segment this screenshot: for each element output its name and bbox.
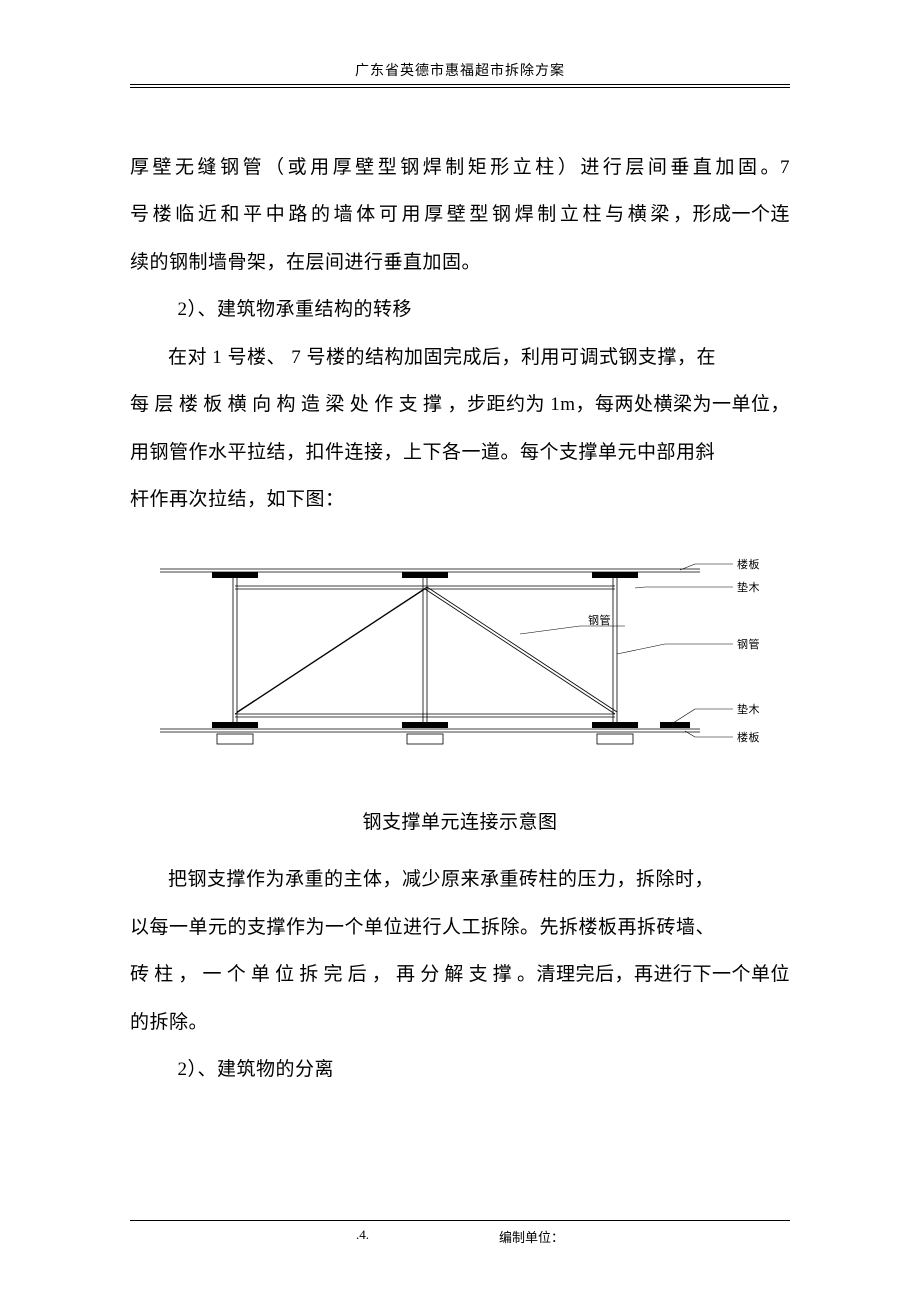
text: 步距约为 1m，每两处横梁为一单位， xyxy=(467,381,790,429)
page-header: 广东省英德市惠福超市拆除方案 xyxy=(130,60,790,94)
paragraph-1-line-c: 续的钢制墙骨架，在层间进行垂直加固。 xyxy=(130,239,790,287)
support-diagram: 楼板垫木钢管钢管垫木楼板 xyxy=(140,554,780,764)
text: 号楼临近和平中路的墙体可用厚壁型钢焊制立柱与横梁， xyxy=(130,204,692,225)
header-title: 广东省英德市惠福超市拆除方案 xyxy=(355,64,565,79)
paragraph-3-line-c: 砖柱，一个单位拆完后，再分解支撑。清理完后，再进行下一个单位 xyxy=(130,951,790,999)
paragraph-2-line-b: 每层楼板横向构造梁处作支撑，步距约为 1m，每两处横梁为一单位， xyxy=(130,381,790,429)
text: 每层楼板横向构造梁处作支撑， xyxy=(130,394,467,415)
header-rule xyxy=(130,84,790,85)
text: 砖柱，一个单位拆完后，再分解支撑。 xyxy=(130,964,536,985)
diagram-container: 楼板垫木钢管钢管垫木楼板 xyxy=(130,554,790,764)
paragraph-2-line-a: 在对 1 号楼、 7 号楼的结构加固完成后，利用可调式钢支撑，在 xyxy=(130,334,790,382)
paragraph-3-line-b: 以每一单元的支撑作为一个单位进行人工拆除。先拆楼板再拆砖墙、 xyxy=(130,904,790,952)
subheading-separation: 2）、建筑物的分离 xyxy=(130,1046,790,1094)
svg-text:垫木: 垫木 xyxy=(737,702,760,716)
text: 形成一个连 xyxy=(692,191,790,239)
text: 7 xyxy=(780,144,790,192)
subheading-transfer: 2）、建筑物承重结构的转移 xyxy=(130,286,790,334)
paragraph-1-line-a: 厚壁无缝钢管（或用厚壁型钢焊制矩形立柱）进行层间垂直加固。7 xyxy=(130,144,790,192)
paragraph-2-line-c: 用钢管作水平拉结，扣件连接，上下各一道。每个支撑单元中部用斜 xyxy=(130,429,790,477)
svg-text:钢管: 钢管 xyxy=(737,637,760,651)
document-body: 厚壁无缝钢管（或用厚壁型钢焊制矩形立柱）进行层间垂直加固。7 号楼临近和平中路的… xyxy=(130,144,790,1094)
footer-unit: 编制单位： xyxy=(499,1227,564,1246)
paragraph-3-line-d: 的拆除。 xyxy=(130,999,790,1047)
paragraph-3-line-a: 把钢支撑作为承重的主体，减少原来承重砖柱的压力，拆除时， xyxy=(130,856,790,904)
svg-text:垫木: 垫木 xyxy=(737,580,760,594)
svg-text:楼板: 楼板 xyxy=(737,730,760,744)
diagram-caption: 钢支撑单元连接示意图 xyxy=(130,799,790,847)
text: 清理完后，再进行下一个单位 xyxy=(536,951,790,999)
text: 厚壁无缝钢管（或用厚壁型钢焊制矩形立柱）进行层间垂直加固。 xyxy=(130,157,780,178)
footer-rule xyxy=(130,1220,790,1221)
header-rule-thin xyxy=(130,87,790,88)
page-footer: .4. 编制单位： xyxy=(0,1220,920,1246)
paragraph-1-line-b: 号楼临近和平中路的墙体可用厚壁型钢焊制立柱与横梁，形成一个连 xyxy=(130,191,790,239)
svg-text:楼板: 楼板 xyxy=(737,557,760,571)
page-number: .4. xyxy=(356,1227,369,1246)
svg-text:钢管: 钢管 xyxy=(588,613,611,627)
paragraph-2-line-d: 杆作再次拉结，如下图： xyxy=(130,476,790,524)
